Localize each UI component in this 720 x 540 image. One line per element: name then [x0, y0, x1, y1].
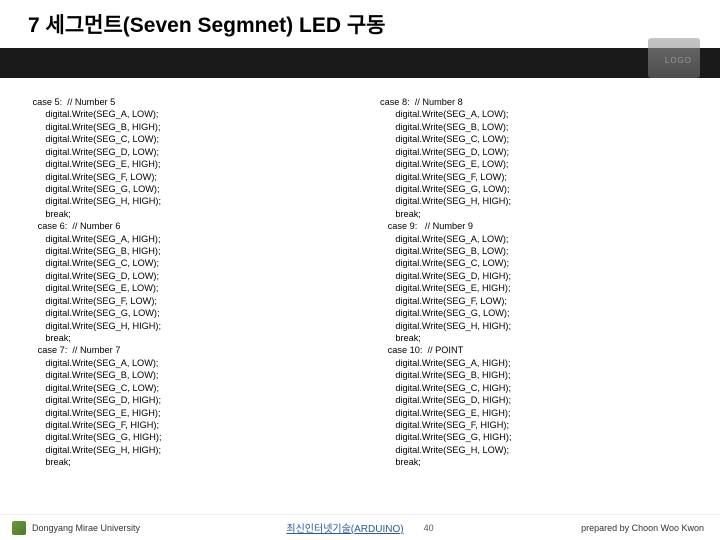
- code-content: case 5: // Number 5 digital.Write(SEG_A,…: [0, 78, 720, 469]
- university-icon: [12, 521, 26, 535]
- slide-title: 7 세그먼트(Seven Segmnet) LED 구동: [0, 9, 385, 39]
- title-bar: 7 세그먼트(Seven Segmnet) LED 구동: [0, 0, 720, 48]
- footer-center: 최신인터넷기술(ARDUINO) 40: [286, 520, 433, 535]
- logo-label: LOGO: [665, 56, 692, 65]
- page-number: 40: [424, 523, 434, 533]
- university-name: Dongyang Mirae University: [32, 523, 140, 533]
- footer: Dongyang Mirae University 최신인터넷기술(ARDUIN…: [0, 514, 720, 540]
- course-title: 최신인터넷기술(ARDUINO): [286, 520, 403, 535]
- title-underline-strip: [0, 48, 720, 78]
- code-column-left: case 5: // Number 5 digital.Write(SEG_A,…: [30, 96, 340, 469]
- code-column-right: case 8: // Number 8 digital.Write(SEG_A,…: [380, 96, 690, 469]
- author-credit: prepared by Choon Woo Kwon: [581, 523, 704, 533]
- footer-left: Dongyang Mirae University: [0, 521, 140, 535]
